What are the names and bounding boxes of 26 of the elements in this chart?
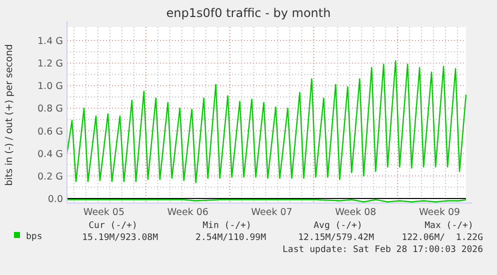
text: Max (-/+) (424, 221, 474, 231)
y-tick-label: 0.2 G (38, 171, 63, 182)
text: 12.15M/579.42M (298, 233, 375, 243)
y-tick-label: 0.6 G (38, 126, 63, 138)
x-tick-label: Week 05 (83, 207, 125, 218)
text: Cur (-/+) (88, 221, 138, 231)
x-tick-label: Week 06 (167, 207, 208, 218)
x-tick-label: Week 09 (418, 207, 460, 218)
y-tick-label: 0.0 (48, 194, 63, 205)
y-tick-label: 1.2 G (38, 58, 63, 70)
y-tick-label: 0.8 G (38, 104, 63, 115)
text: 15.19M/923.08M (82, 233, 159, 243)
y-axis-title: bits in (-) / out (+) per second (4, 44, 15, 186)
text: Min (-/+) (202, 221, 252, 231)
y-tick-label: 1.0 G (38, 81, 63, 92)
y-tick-label: 0.4 G (38, 148, 63, 160)
chart-title: enp1s0f0 traffic - by month (166, 6, 331, 20)
legend-label: bps (26, 232, 42, 242)
y-tick-label: 1.4 G (38, 36, 63, 48)
text: 122.06M/ 1.22G (402, 233, 483, 243)
x-tick-label: Week 07 (251, 207, 292, 218)
x-tick-label: Week 08 (335, 207, 376, 218)
text: Avg (-/+) (314, 221, 362, 231)
text: 2.54M/110.99M (196, 233, 267, 243)
text: Last update: Sat Feb 28 17:00:03 2026 (282, 245, 483, 255)
line-series (66, 60, 467, 184)
